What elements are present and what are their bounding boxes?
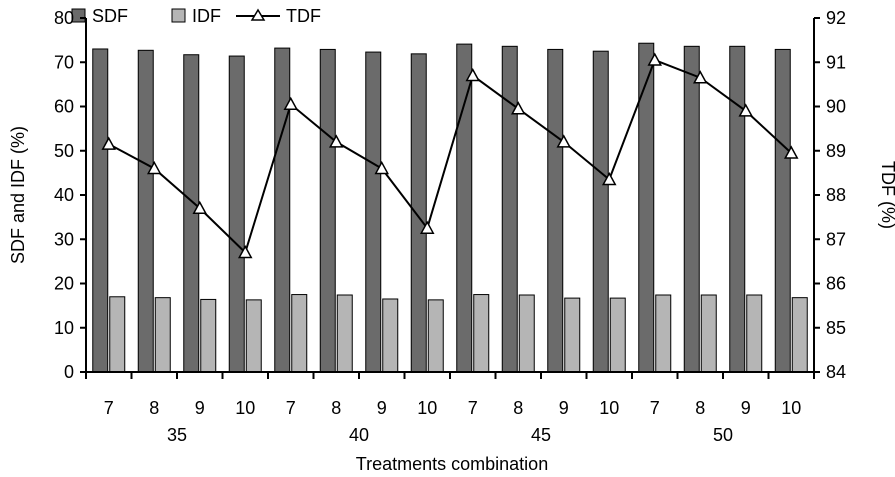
- y-tick-label-right-87: 87: [826, 229, 846, 249]
- bar-sdf-14: [684, 46, 699, 372]
- bar-sdf-13: [639, 43, 654, 372]
- x-axis-title: Treatments combination: [356, 454, 548, 474]
- x-tick-label-5: 7: [286, 398, 296, 418]
- bar-sdf-2: [138, 50, 153, 372]
- y-axis-title-left: SDF and IDF (%): [8, 126, 28, 264]
- bar-sdf-12: [593, 51, 608, 372]
- bar-idf-10: [519, 295, 534, 372]
- bar-sdf-11: [548, 49, 563, 372]
- x-tick-label-4: 10: [235, 398, 255, 418]
- x-tick-label-15: 9: [741, 398, 751, 418]
- bar-idf-12: [610, 298, 625, 372]
- bar-idf-2: [155, 298, 170, 372]
- x-tick-label-9: 7: [468, 398, 478, 418]
- x-tick-label-14: 8: [695, 398, 705, 418]
- y-tick-label-right-88: 88: [826, 185, 846, 205]
- bar-idf-15: [747, 295, 762, 372]
- legend-label-idf: IDF: [192, 6, 221, 26]
- y-tick-label-right-92: 92: [826, 8, 846, 28]
- x-tick-label-6: 8: [331, 398, 341, 418]
- group-label-35: 35: [167, 425, 187, 445]
- bar-sdf-16: [775, 49, 790, 372]
- bar-idf-8: [428, 300, 443, 372]
- y-tick-label-right-84: 84: [826, 362, 846, 382]
- y-tick-label-left-50: 50: [54, 141, 74, 161]
- x-tick-label-12: 10: [599, 398, 619, 418]
- y-tick-label-right-90: 90: [826, 97, 846, 117]
- y-tick-label-right-85: 85: [826, 318, 846, 338]
- bar-sdf-5: [275, 48, 290, 372]
- bar-idf-13: [656, 295, 671, 372]
- bar-idf-5: [292, 295, 307, 372]
- bar-idf-16: [792, 298, 807, 372]
- bar-sdf-4: [229, 56, 244, 372]
- legend-swatch-idf: [172, 9, 185, 22]
- bar-sdf-9: [457, 44, 472, 372]
- y-tick-label-left-60: 60: [54, 97, 74, 117]
- y-tick-label-left-70: 70: [54, 52, 74, 72]
- bar-idf-4: [246, 300, 261, 372]
- x-tick-label-10: 8: [513, 398, 523, 418]
- y-tick-label-left-20: 20: [54, 274, 74, 294]
- bar-sdf-6: [320, 49, 335, 372]
- y-tick-label-left-0: 0: [64, 362, 74, 382]
- y-tick-label-left-30: 30: [54, 229, 74, 249]
- bar-idf-3: [201, 299, 216, 372]
- bar-idf-14: [701, 295, 716, 372]
- y-tick-label-right-89: 89: [826, 141, 846, 161]
- y-tick-label-right-91: 91: [826, 52, 846, 72]
- bar-sdf-8: [411, 54, 426, 372]
- bar-sdf-15: [730, 46, 745, 372]
- x-tick-label-7: 9: [377, 398, 387, 418]
- group-label-45: 45: [531, 425, 551, 445]
- y-tick-label-left-10: 10: [54, 318, 74, 338]
- group-label-40: 40: [349, 425, 369, 445]
- x-tick-label-11: 9: [559, 398, 569, 418]
- y-tick-label-left-80: 80: [54, 8, 74, 28]
- x-tick-label-8: 10: [417, 398, 437, 418]
- x-tick-label-3: 9: [195, 398, 205, 418]
- bar-sdf-10: [502, 46, 517, 372]
- x-tick-label-2: 8: [149, 398, 159, 418]
- bar-idf-1: [110, 297, 125, 372]
- bar-idf-7: [383, 299, 398, 372]
- bar-idf-11: [565, 298, 580, 372]
- legend-label-tdf: TDF: [286, 6, 321, 26]
- y-tick-label-right-86: 86: [826, 274, 846, 294]
- bar-sdf-1: [93, 49, 108, 372]
- bar-sdf-7: [366, 52, 381, 372]
- group-label-50: 50: [713, 425, 733, 445]
- legend-label-sdf: SDF: [92, 6, 128, 26]
- x-tick-label-13: 7: [650, 398, 660, 418]
- y-tick-label-left-40: 40: [54, 185, 74, 205]
- bar-idf-6: [337, 295, 352, 372]
- x-tick-label-1: 7: [104, 398, 114, 418]
- legend: SDF IDF TDF: [72, 6, 321, 26]
- y-axis-title-right: TDF (%): [878, 161, 895, 229]
- x-tick-label-16: 10: [781, 398, 801, 418]
- bar-idf-9: [474, 295, 489, 372]
